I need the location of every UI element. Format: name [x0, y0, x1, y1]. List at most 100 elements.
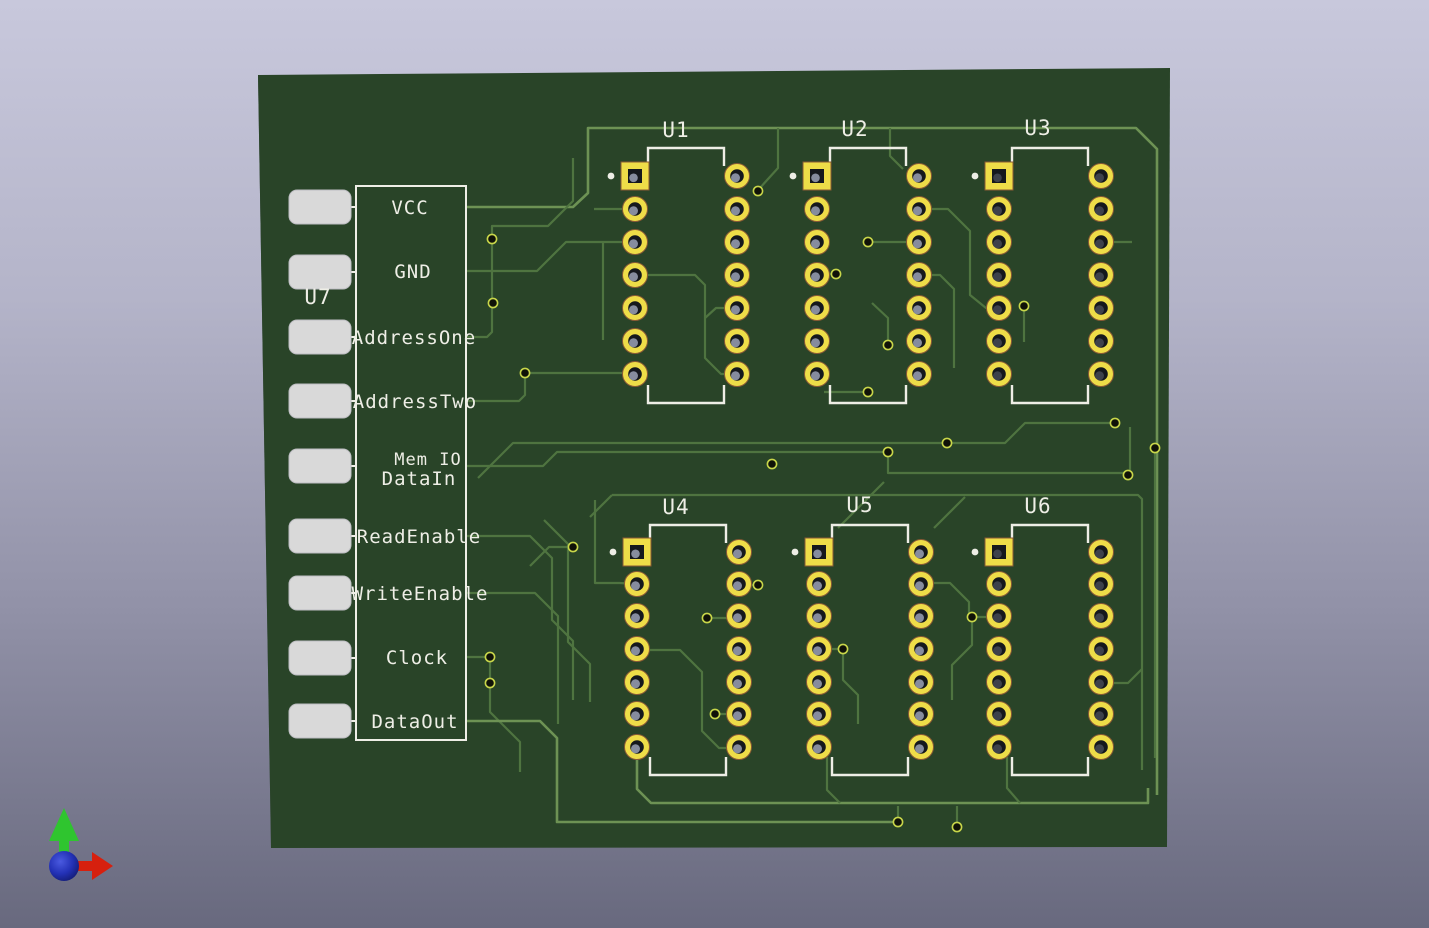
ic-pad-hole-shine — [915, 711, 924, 721]
copper-trace — [543, 519, 592, 702]
connector-pad-leader — [349, 271, 357, 273]
ic-pad-hole-shine — [915, 613, 924, 623]
ic-pad-hole-shine — [1095, 581, 1104, 591]
copper-trace — [921, 581, 971, 613]
ic-pad-hole-shine — [993, 338, 1002, 348]
ic-pad-hole-shine — [629, 305, 638, 315]
copper-trace — [477, 441, 943, 479]
pin-label-clock: Clock — [386, 647, 448, 669]
ic-silkscreen-bracket-bottom — [646, 385, 726, 405]
ic-ref-u6: U6 — [1024, 494, 1051, 518]
ic-pad-hole-shine — [629, 338, 638, 348]
ic-pad-hole-shine — [993, 206, 1002, 216]
via — [892, 816, 904, 828]
x-axis-arrow-icon — [64, 861, 96, 871]
via — [862, 386, 874, 398]
ic-pad-hole-shine — [811, 371, 820, 381]
ic-pad-hole-shine — [1095, 711, 1104, 721]
pin1-marker-dot — [971, 172, 979, 180]
via — [752, 185, 764, 197]
ic-pad-hole-shine — [1095, 549, 1104, 559]
ic-pad-hole — [992, 675, 1006, 689]
ic-silkscreen-bracket-top — [1010, 523, 1090, 543]
copper-trace — [528, 371, 636, 376]
ic-pad-hole-shine — [993, 305, 1002, 315]
connector-pad-leader — [349, 592, 357, 594]
ic-pad-hole-shine — [733, 646, 742, 656]
copper-trace — [466, 719, 894, 824]
connector-pad — [288, 448, 352, 484]
ic-pad-hole-shine — [813, 581, 822, 591]
via — [766, 458, 778, 470]
pin-label-addresstwo: AddressTwo — [353, 391, 477, 413]
via — [862, 236, 874, 248]
pin-label-readenable: ReadEnable — [357, 526, 481, 548]
ic-silkscreen-bracket-bottom — [1010, 757, 1090, 777]
copper-trace — [466, 306, 494, 339]
ic-ref-u3: U3 — [1024, 116, 1051, 140]
ic-pad-hole — [992, 367, 1006, 381]
ic-pad-hole-shine — [813, 711, 822, 721]
copper-trace — [466, 377, 527, 403]
ic-pad-hole — [1094, 169, 1108, 183]
ic-silkscreen-bracket-top — [830, 523, 910, 543]
copper-traces-layer — [466, 126, 1159, 824]
copper-trace — [1005, 757, 1021, 804]
ic-pad-hole-shine — [913, 272, 922, 282]
ic-pad-hole-shine — [731, 371, 740, 381]
ic-pad-hole-shine — [731, 305, 740, 315]
ic-pad-pin1-hole — [992, 545, 1006, 559]
axis-orientation-gizmo — [49, 808, 113, 881]
copper-trace — [466, 126, 1159, 795]
pin-label-dataout: DataOut — [371, 711, 458, 733]
ic-pad-hole — [992, 334, 1006, 348]
x-axis-arrowhead-icon — [92, 852, 113, 880]
ic-pad-hole-shine — [915, 646, 924, 656]
ic-pad-hole-shine — [993, 239, 1002, 249]
ic-pad-hole-shine — [1095, 206, 1104, 216]
ic-pad-hole-shine — [813, 679, 822, 689]
ic-pad-hole-shine — [993, 744, 1002, 754]
ic-pad-hole-shine — [1095, 613, 1104, 623]
ic-pad-hole-shine — [731, 338, 740, 348]
ic-silkscreen-bracket-top — [1010, 146, 1090, 166]
copper-trace — [488, 687, 522, 772]
ic-pad-hole-shine — [993, 646, 1002, 656]
copper-trace — [871, 302, 890, 345]
copper-trace — [825, 757, 841, 804]
connector-silkscreen-box — [355, 185, 467, 741]
ic-pad-hole — [992, 301, 1006, 315]
copper-trace — [933, 496, 966, 529]
ic-pad-hole — [1094, 367, 1108, 381]
copper-trace — [466, 534, 575, 700]
ic-pad-hole-shine — [813, 549, 822, 559]
via — [701, 612, 713, 624]
ic-silkscreen-bracket-top — [646, 146, 726, 166]
ic-pad-hole-shine — [1095, 239, 1104, 249]
ic-pad-hole-shine — [811, 338, 820, 348]
ic-pad-hole-shine — [993, 371, 1002, 381]
ic-pad-hole-shine — [1095, 646, 1104, 656]
copper-trace — [841, 653, 860, 724]
connector-pad-leader — [349, 206, 357, 208]
connector-pad — [288, 575, 352, 611]
ic-ref-u1: U1 — [662, 118, 689, 142]
ic-pad-hole-shine — [913, 206, 922, 216]
ic-pad-hole — [992, 609, 1006, 623]
via — [484, 651, 496, 663]
copper-trace — [637, 648, 737, 750]
ic-pad-hole — [1094, 609, 1108, 623]
ic-pad-hole-shine — [993, 581, 1002, 591]
ic-pad-hole-shine — [733, 549, 742, 559]
ic-pad-hole-shine — [913, 371, 922, 381]
ic-pad-hole-shine — [631, 679, 640, 689]
ic-pad-hole-shine — [913, 239, 922, 249]
copper-trace — [837, 481, 885, 529]
via — [567, 541, 579, 553]
ic-pad-hole-shine — [913, 173, 922, 183]
ic-silkscreen-bracket-top — [648, 523, 728, 543]
ic-pad-hole — [992, 577, 1006, 591]
ic-ref-u4: U4 — [662, 495, 689, 519]
